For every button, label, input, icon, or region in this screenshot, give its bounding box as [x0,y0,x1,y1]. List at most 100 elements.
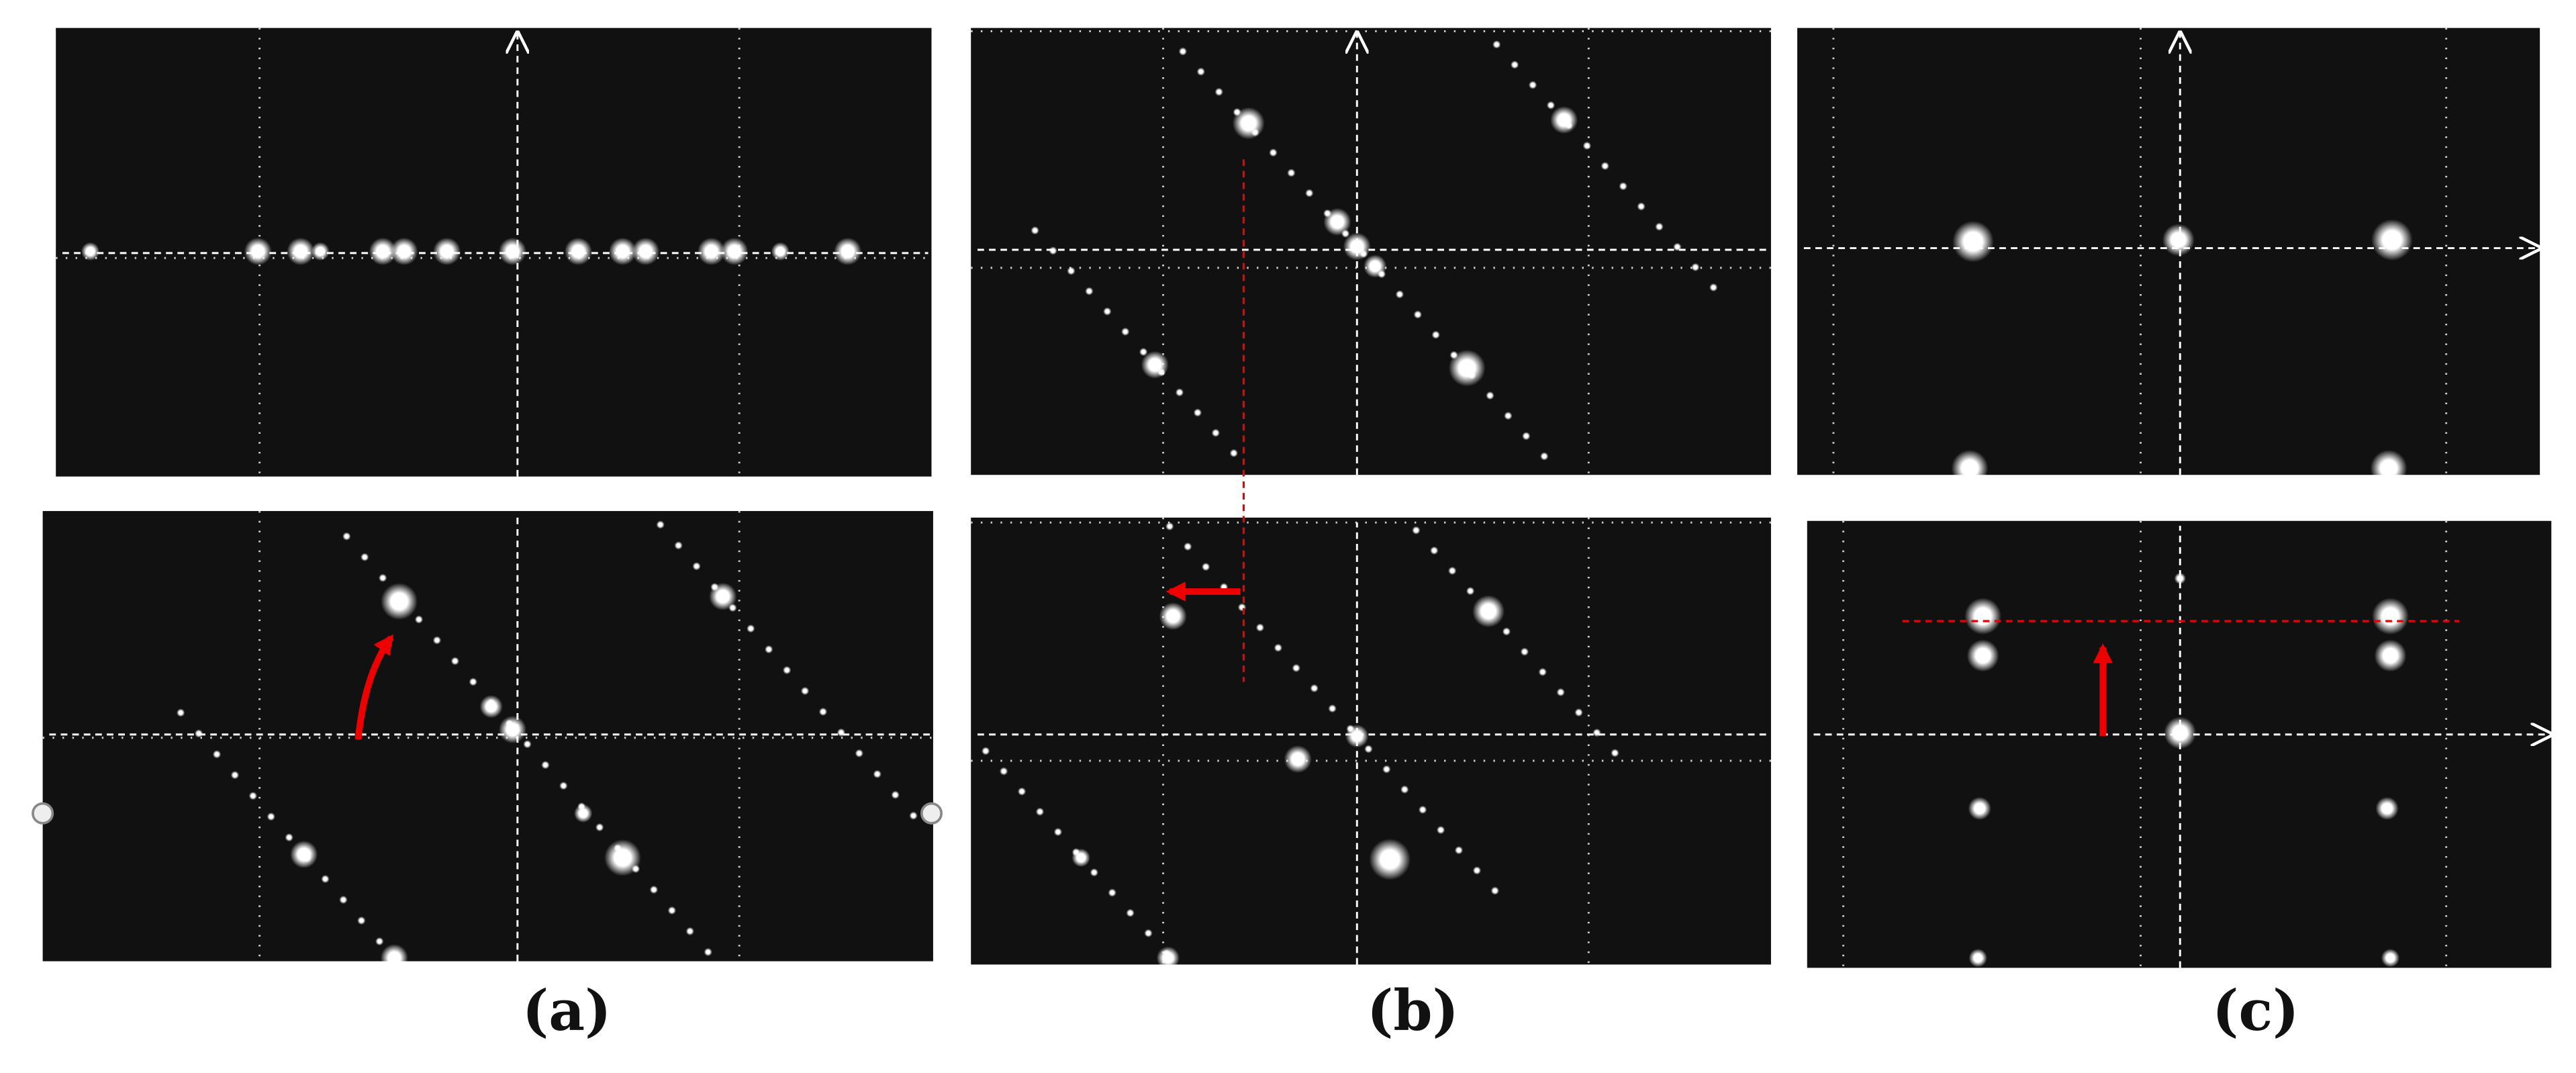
diffraction-spot [361,553,369,561]
diffraction-spot [1139,347,1148,357]
diffraction-spot [1655,222,1664,231]
diffraction-spot [177,708,185,717]
diffraction-spot [1637,202,1645,211]
diffraction-spot [81,242,100,261]
diffraction-spot [873,769,881,779]
diffraction-spot [244,237,272,265]
diffraction-spot [2162,224,2195,256]
diffraction-spot [1031,226,1039,235]
diffraction-spot [1492,40,1501,49]
diffraction-spot [1395,290,1404,299]
diffraction-spot [564,237,592,265]
diffraction-spot [1053,827,1063,837]
diffraction-spot [818,707,828,716]
diffraction-spot [1071,848,1090,868]
diffraction-spot [692,562,701,571]
diffraction-spot [608,237,636,265]
diffraction-spot [1305,189,1314,197]
diffraction-spot [1528,81,1537,89]
diffraction-spot [2381,948,2400,968]
diffraction-spot [1090,868,1098,877]
diffraction-spot [433,237,461,265]
diffraction-spot [1255,623,1265,632]
diffraction-spot [1196,67,1205,76]
diffraction-spot [632,237,660,265]
diffraction-spot [1412,526,1421,534]
diffraction-spot [479,695,503,718]
diffraction-spot [1035,807,1045,817]
diffraction-spot [1431,330,1440,339]
diffraction-spot [1274,643,1282,652]
diffraction-spot [342,532,351,541]
handle [920,802,943,825]
diffraction-spot [604,839,641,876]
diffraction-spot [380,944,408,972]
diffraction-spot [2374,639,2407,672]
diffraction-spot [1193,408,1202,417]
diffraction-spot [1709,283,1718,292]
panel-label: (c) [2212,978,2299,1043]
diffraction-spot [837,728,846,737]
diffraction-spot [1556,688,1565,697]
diffraction-spot [1400,785,1409,794]
diffraction-spot [1310,684,1319,693]
diffraction-spot [1418,805,1427,814]
diffraction-spot [378,573,387,582]
diffraction-spot [375,937,384,946]
diffraction-spot [1968,796,1991,821]
diffraction-spot [1085,287,1094,295]
diffraction-spot [450,657,460,665]
diffraction-spot [267,812,275,821]
diffraction-spot [311,242,330,261]
diffraction-spot [765,645,773,654]
diffraction-spot [1966,639,1999,672]
diffraction-spot [1103,307,1112,316]
diffraction-spot [1511,60,1519,69]
diffraction-spot [1601,162,1609,171]
diffraction-spot [667,906,677,915]
diffraction-spot [704,947,712,957]
diffraction-spot [1369,839,1411,880]
diffraction-spot [1141,351,1169,379]
diffraction-spot [1574,708,1583,717]
diffraction-spot [1049,246,1057,255]
diffraction-spot [1229,449,1238,458]
diffraction-spot [523,740,532,749]
diffraction-spot [1178,47,1188,56]
diffraction-spot [390,237,418,265]
diffraction-spot [1184,542,1192,551]
diffraction-spot [1269,148,1278,157]
diffraction-spot [1448,349,1486,387]
diffraction-spot [230,771,240,780]
diffraction-spot [1108,888,1116,897]
diffraction-spot [1175,388,1184,397]
diffraction-spot [1284,745,1312,774]
diffraction-spot [2371,219,2413,261]
diffraction-spot [498,237,527,265]
diffraction-spot [1550,106,1578,134]
diffraction-spot [1436,825,1445,835]
diffraction-spot [212,750,222,759]
handle [32,802,54,825]
diffraction-spot [1287,169,1296,177]
diffraction-spot [1951,450,1989,487]
diffraction-spot [1619,182,1627,191]
diffraction-spot [541,761,550,769]
diffraction-spot [1522,432,1531,440]
diffraction-spot [782,665,792,675]
diffraction-spot [1504,412,1513,420]
diffraction-spot [369,237,397,265]
diffraction-spot [1592,729,1601,737]
diffraction-spot [1292,663,1300,673]
diffraction-spot [2375,796,2399,821]
diffraction-spot [248,792,258,800]
diffraction-spot [1323,207,1351,236]
diffraction-spot [1211,428,1220,437]
diffraction-spot [1611,749,1619,757]
diffraction-spot [1237,603,1247,612]
diffraction-spot [2174,572,2186,584]
diffraction-spot [287,237,315,265]
diffraction-spot [1328,704,1337,713]
diffraction-spot [1165,522,1174,531]
